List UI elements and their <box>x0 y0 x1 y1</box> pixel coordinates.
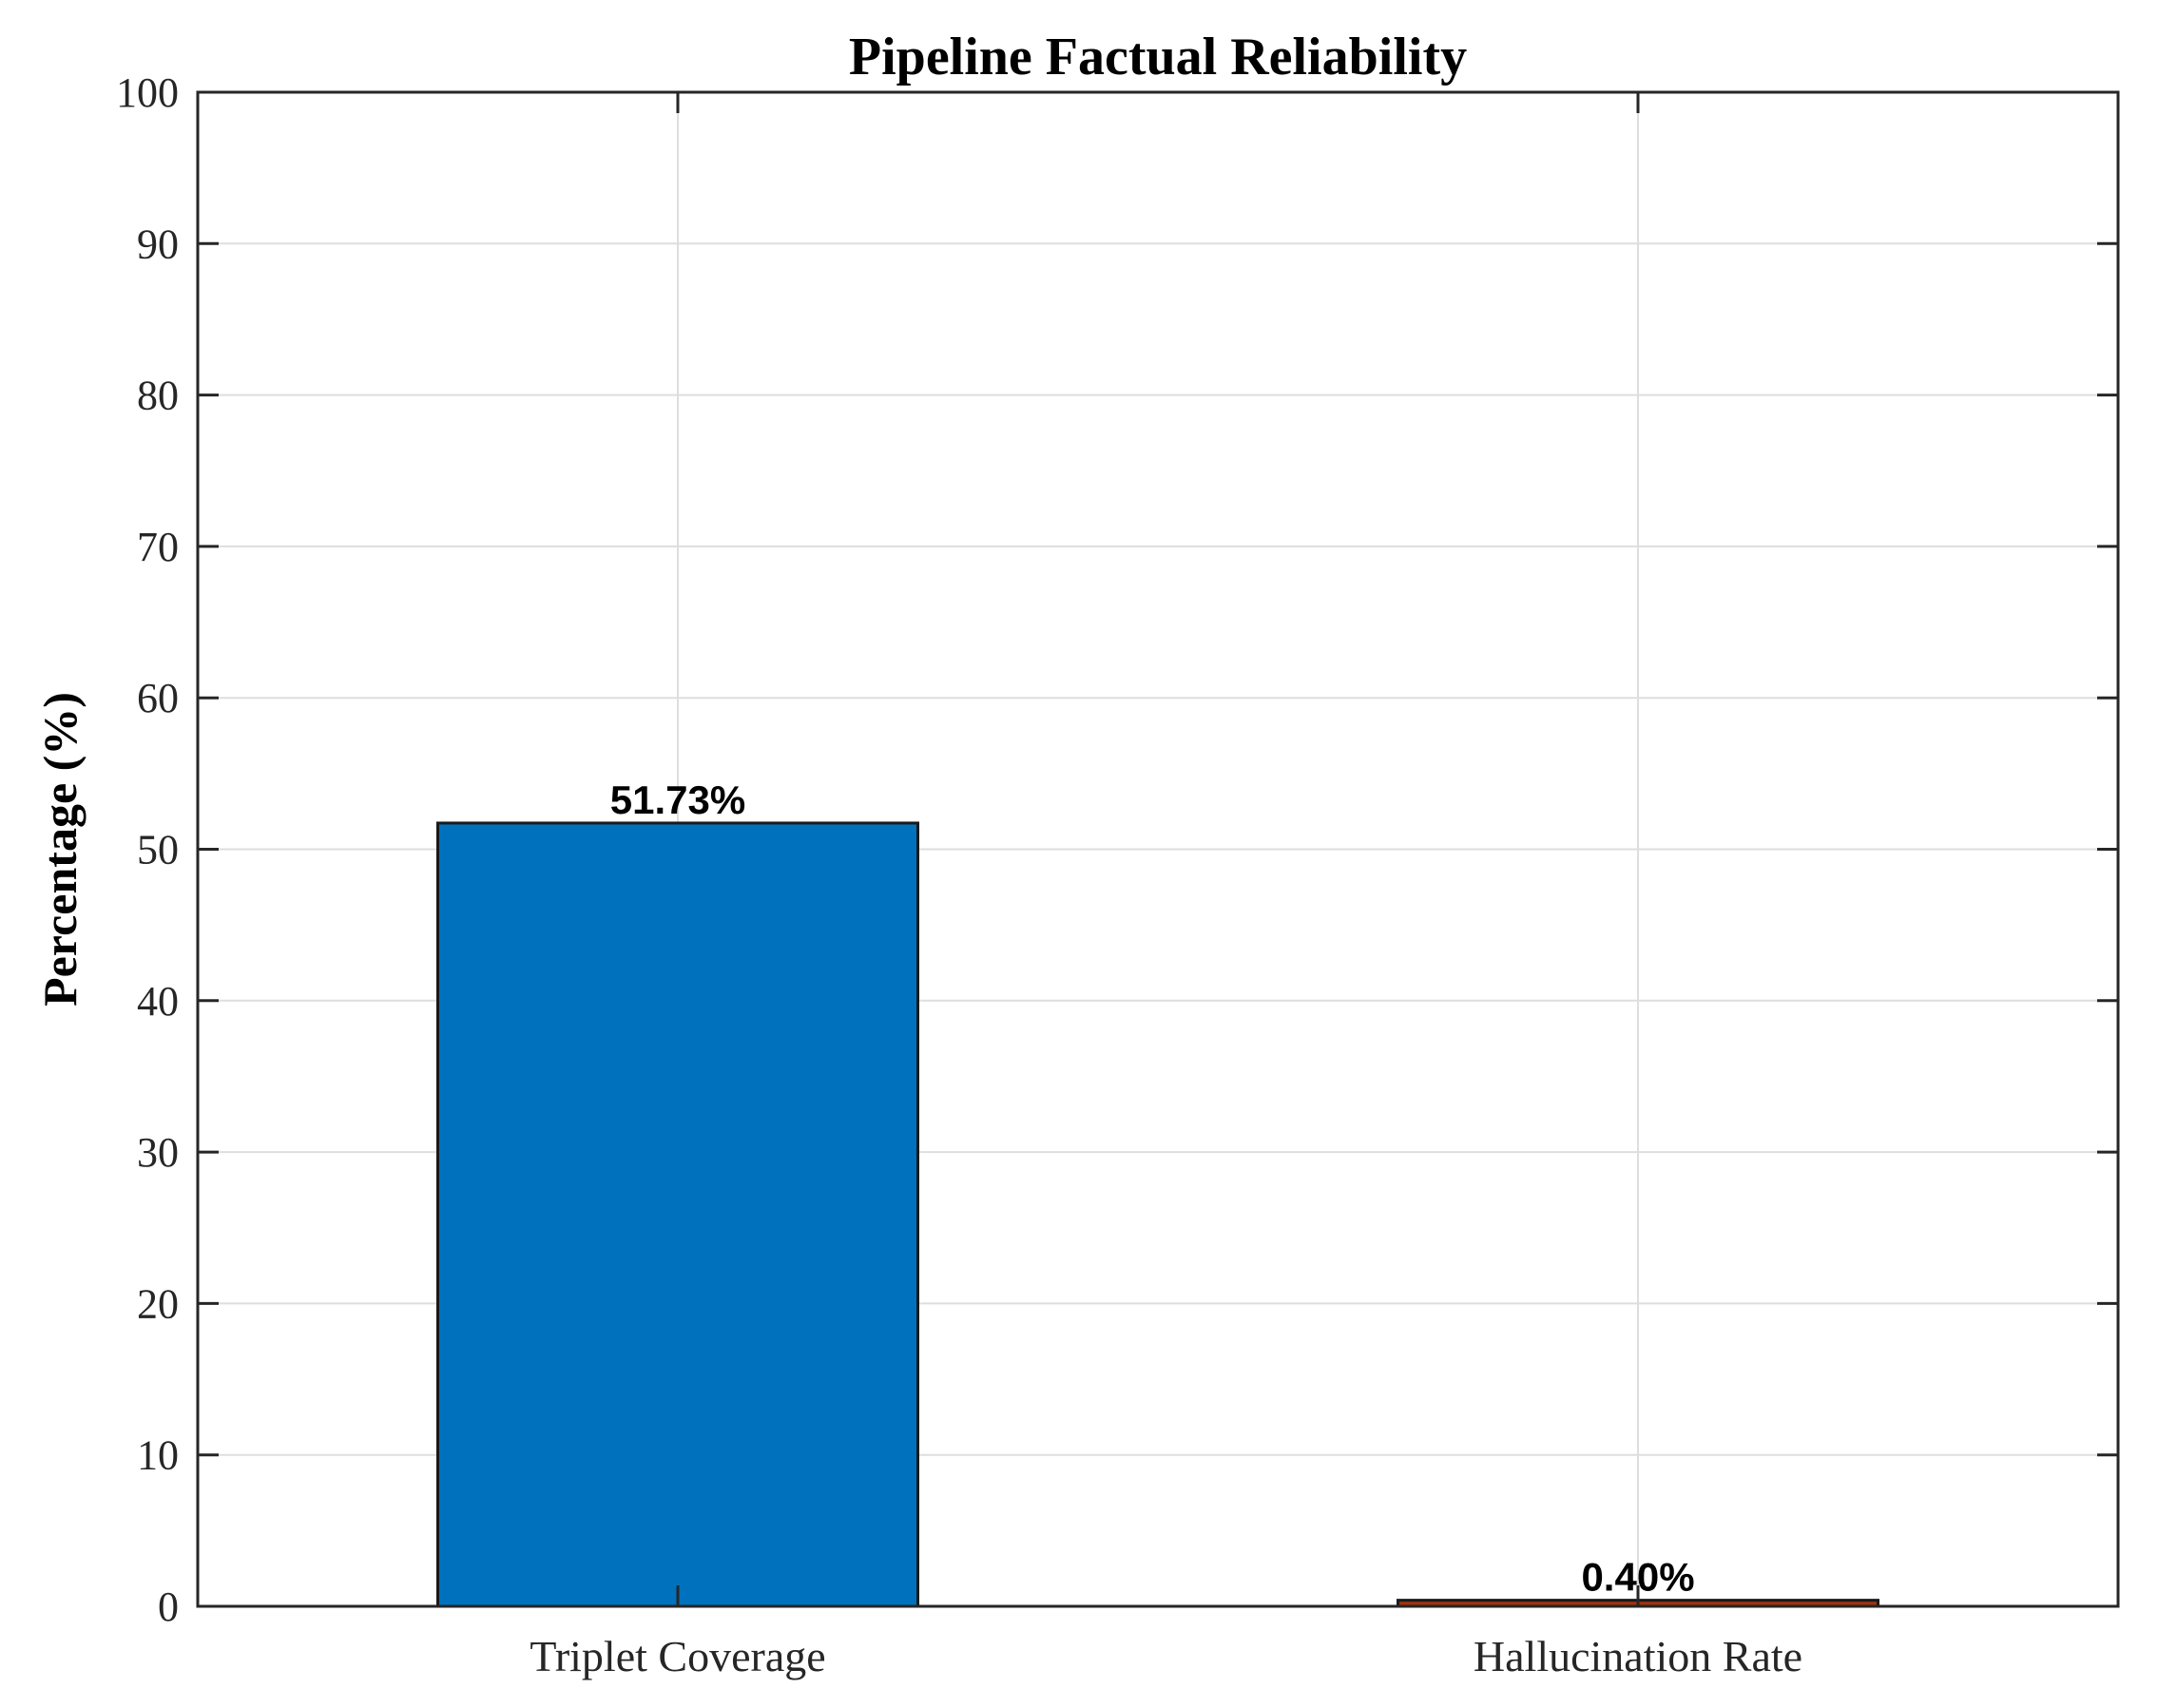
plot-frame <box>196 90 2120 1608</box>
x-tick-label: Hallucination Rate <box>1474 1632 1802 1680</box>
data-labels: 51.73% 0.40% <box>610 777 1695 1600</box>
y-tick-label: 80 <box>137 373 179 419</box>
data-label: 0.40% <box>1581 1555 1694 1600</box>
data-label: 51.73% <box>610 777 745 822</box>
y-tick-label: 40 <box>137 978 179 1025</box>
y-tick-label: 100 <box>116 69 179 116</box>
tick-labels: 0 10 20 30 40 50 60 70 80 90 100 Triplet Coverage Ha… <box>116 69 1802 1680</box>
y-tick-label: 20 <box>137 1280 179 1327</box>
chart-title: Pipeline Factual Reliability <box>849 28 1467 86</box>
y-tick-label: 90 <box>137 221 179 267</box>
y-axis-label: Percentage (%) <box>33 692 87 1007</box>
bar-triplet-coverage <box>436 821 919 1608</box>
y-tick-label: 60 <box>137 675 179 721</box>
bars <box>436 821 1879 1608</box>
y-tick-label: 70 <box>137 524 179 570</box>
x-tick-label: Triplet Coverage <box>530 1632 825 1680</box>
y-tick-label: 0 <box>158 1583 179 1630</box>
y-tick-label: 50 <box>137 827 179 873</box>
y-tick-label: 10 <box>137 1432 179 1479</box>
y-tick-label: 30 <box>137 1129 179 1176</box>
